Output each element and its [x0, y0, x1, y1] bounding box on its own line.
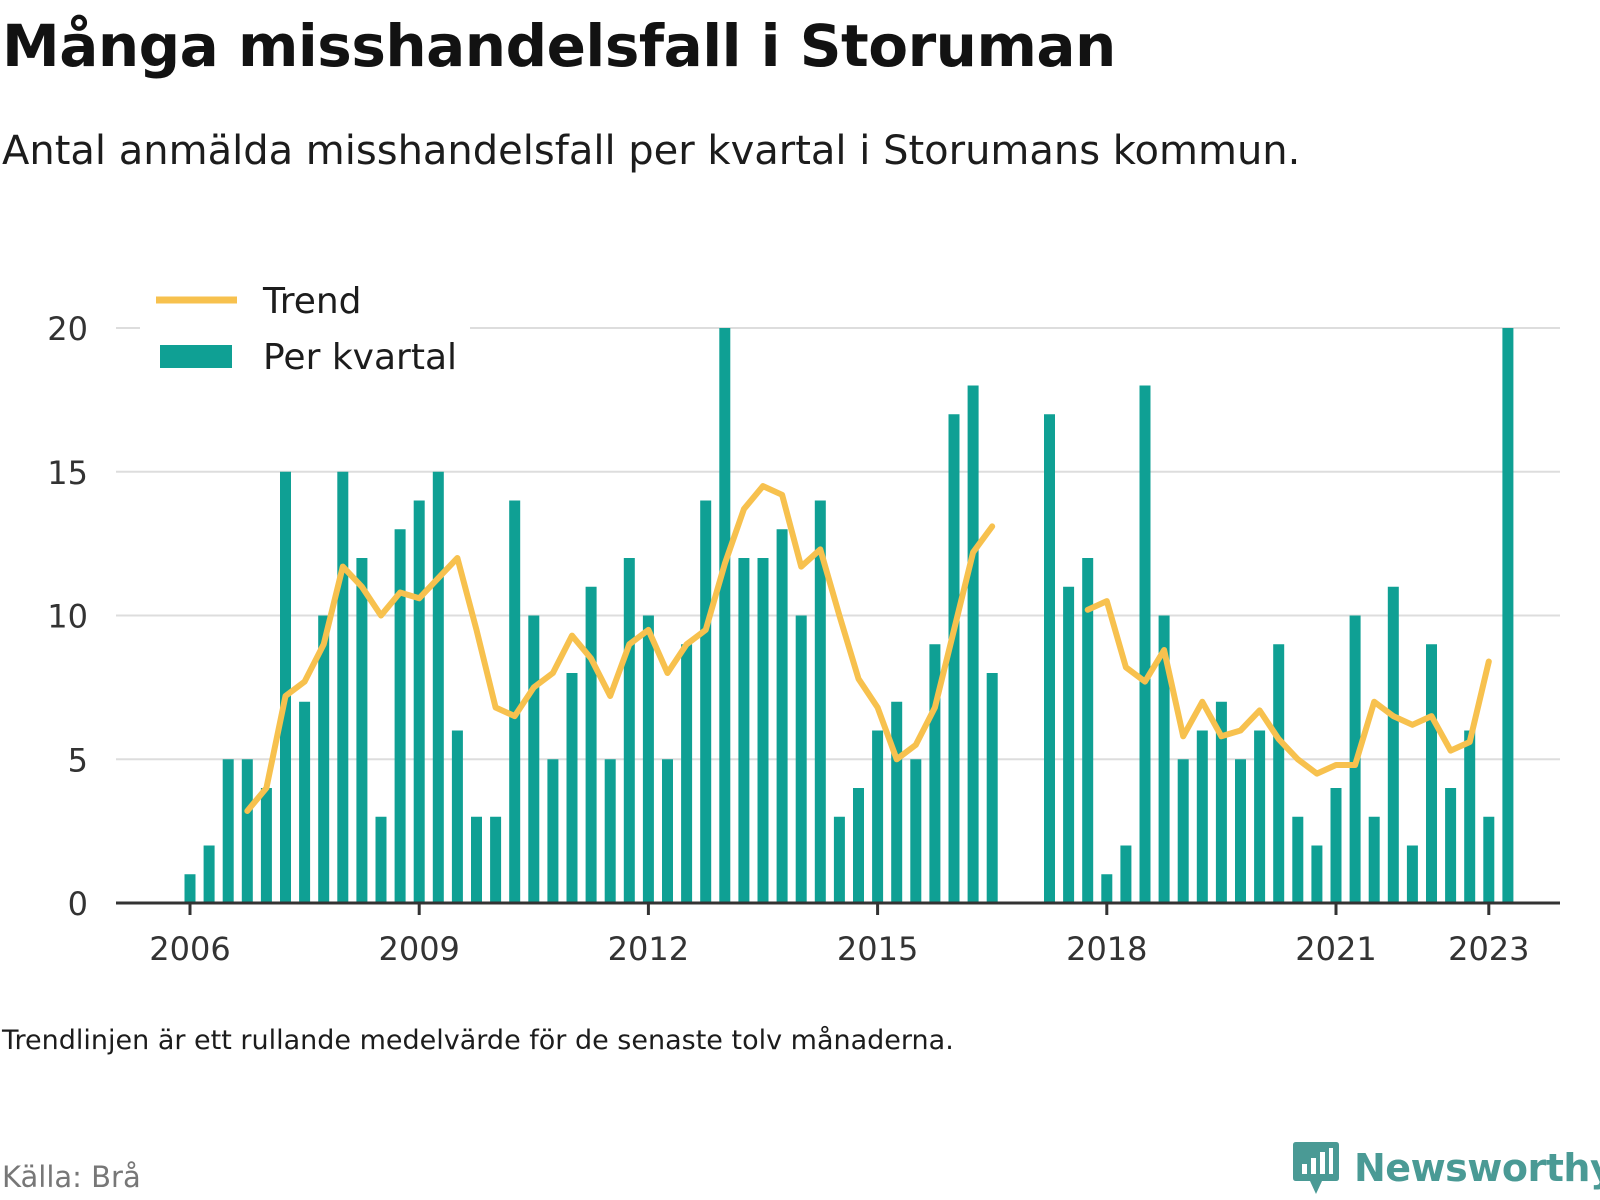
chart-area: 0 5 10 15 20 2006 2009 2012 2015 2018 2021 2023 Tr…: [47, 270, 1560, 968]
chart-subtitle: Antal anmälda misshandelsfall per kvarta…: [2, 128, 1301, 174]
bar: [318, 615, 330, 903]
bar: [967, 385, 979, 903]
x-tick-label: 2021: [1295, 930, 1376, 968]
bar: [432, 471, 444, 903]
bar: [872, 730, 884, 903]
bar: [738, 558, 750, 903]
y-tick-label: 15: [47, 454, 88, 492]
y-tick-label: 20: [47, 310, 88, 348]
y-tick-labels: 0 5 10 15 20: [47, 310, 88, 923]
bar: [1387, 586, 1399, 903]
brand-name: Newsworthy: [1354, 1146, 1600, 1190]
legend-bar-swatch: [160, 345, 232, 368]
trend-line: [244, 483, 1492, 814]
bar: [1406, 845, 1418, 903]
newsworthy-icon: [1293, 1142, 1339, 1194]
bar: [1292, 816, 1304, 903]
bar: [719, 328, 731, 903]
bar: [604, 759, 616, 903]
bar: [490, 816, 502, 903]
bar: [566, 673, 578, 903]
bar: [585, 586, 597, 903]
bar: [929, 644, 941, 903]
bar: [1063, 586, 1075, 903]
legend-background: [140, 270, 470, 388]
bar: [681, 644, 693, 903]
bar: [1426, 644, 1437, 903]
bar: [1101, 874, 1113, 903]
bar: [795, 615, 807, 903]
x-tick-label: 2012: [608, 930, 689, 968]
bar: [1330, 788, 1342, 903]
bar: [833, 816, 845, 903]
bar: [1082, 558, 1094, 903]
bar: [184, 874, 196, 903]
bar: [1215, 701, 1227, 903]
x-tick-label: 2018: [1066, 930, 1147, 968]
bar: [910, 759, 922, 903]
bar: [280, 471, 291, 903]
bar: [1254, 730, 1266, 903]
x-tick-label: 2015: [837, 930, 918, 968]
bar: [1502, 328, 1514, 903]
grid-lines: [116, 327, 1560, 761]
bar: [1273, 644, 1285, 903]
legend-bar-label: Per kvartal: [263, 337, 457, 378]
bar: [471, 816, 482, 903]
bar: [413, 500, 425, 903]
bar: [623, 558, 635, 903]
bar: [757, 558, 769, 903]
bar: [451, 730, 463, 903]
y-tick-label: 10: [47, 598, 88, 636]
bar: [356, 558, 368, 903]
bar: [394, 529, 406, 903]
bar: [891, 701, 903, 903]
bar: [1445, 788, 1457, 903]
bar: [1139, 385, 1151, 903]
bar: [1120, 845, 1132, 903]
bar: [853, 788, 864, 903]
bar: [1177, 759, 1189, 903]
bar: [203, 845, 215, 903]
source-label: Källa: Brå: [2, 1160, 141, 1194]
x-tick-label: 2009: [378, 930, 459, 968]
footnote: Trendlinjen är ett rullande medelvärde f…: [2, 1025, 954, 1056]
bar: [241, 759, 253, 903]
bar: [986, 673, 998, 903]
bar: [1311, 845, 1323, 903]
bar: [1464, 730, 1476, 903]
x-tick-label: 2006: [149, 930, 230, 968]
bar: [260, 788, 272, 903]
bar: [1158, 615, 1170, 903]
y-tick-label: 0: [68, 885, 88, 923]
bar: [662, 759, 673, 903]
bar: [776, 529, 788, 903]
bar: [509, 500, 521, 903]
newsworthy-logo: Newsworthy: [1292, 1140, 1600, 1196]
x-tick-labels: 2006 2009 2012 2015 2018 2021 2023: [149, 903, 1530, 968]
bar: [1044, 414, 1055, 903]
y-tick-label: 5: [68, 741, 88, 779]
x-tick-label: 2023: [1448, 930, 1529, 968]
legend-trend-label: Trend: [262, 281, 362, 322]
bar-series: [184, 328, 1514, 903]
bar: [222, 759, 234, 903]
bar: [1483, 816, 1495, 903]
bar: [528, 615, 540, 903]
bar: [700, 500, 712, 903]
bar: [337, 471, 349, 903]
bar: [1196, 730, 1208, 903]
bar: [547, 759, 559, 903]
bar: [948, 414, 960, 903]
bar: [1368, 816, 1380, 903]
bar: [1235, 759, 1246, 903]
bar: [375, 816, 387, 903]
bar: [642, 615, 654, 903]
bar: [299, 701, 311, 903]
bar: [814, 500, 826, 903]
chart-title: Många misshandelsfall i Storuman: [2, 12, 1116, 80]
